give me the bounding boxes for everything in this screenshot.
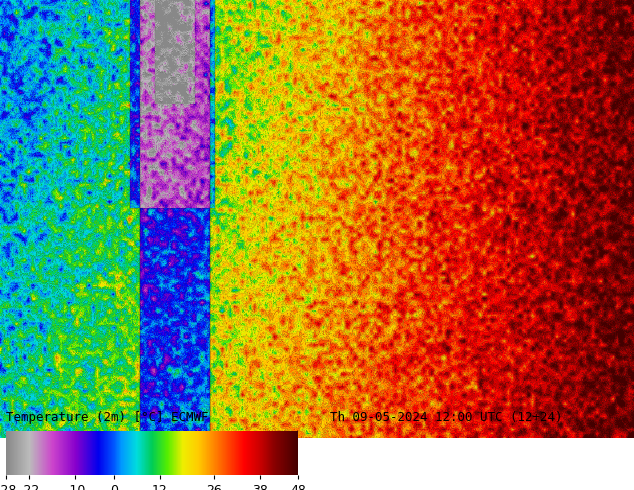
Text: Th 09-05-2024 12:00 UTC (12+24): Th 09-05-2024 12:00 UTC (12+24) bbox=[330, 411, 562, 424]
Text: Temperature (2m) [°C] ECMWF: Temperature (2m) [°C] ECMWF bbox=[6, 411, 209, 424]
